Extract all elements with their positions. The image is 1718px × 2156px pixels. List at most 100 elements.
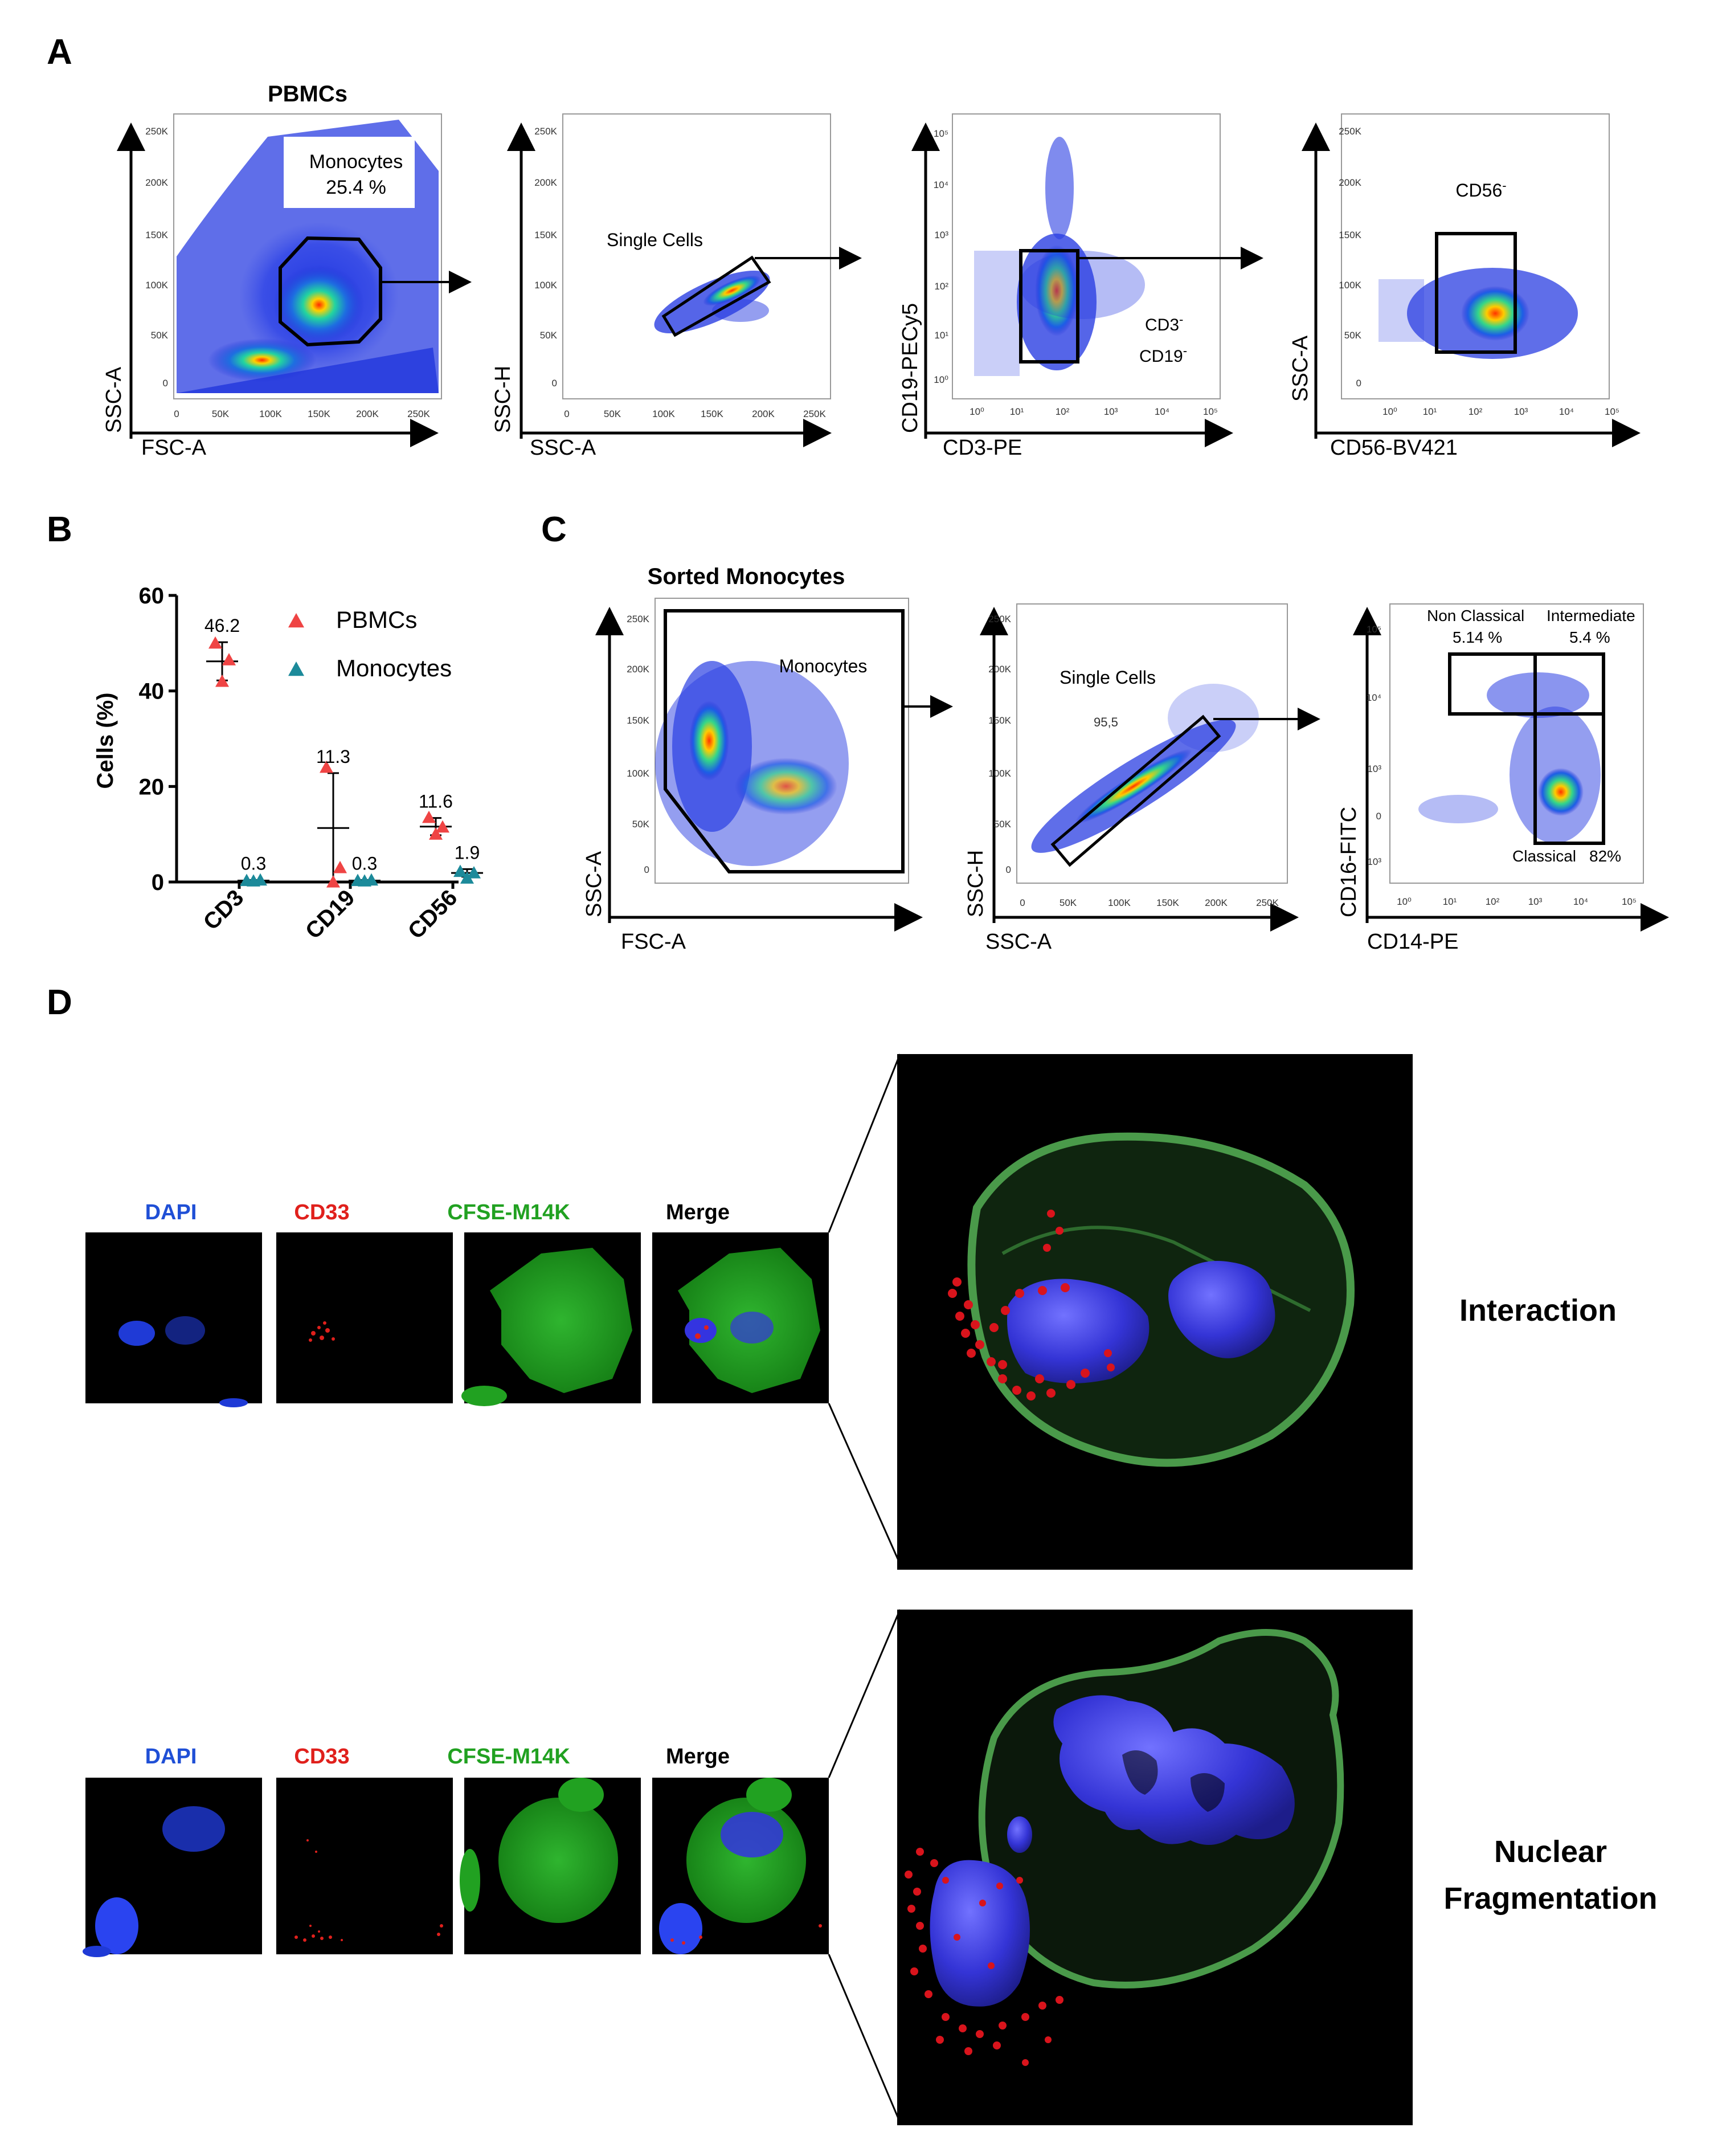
svg-text:250K: 250K [407,409,430,419]
row2-label-line2: Fragmentation [1443,1881,1657,1916]
plot-c1-yticks: 0 50K 100K 150K 200K 250K [627,614,649,875]
svg-text:150K: 150K [145,230,168,240]
svg-text:10¹: 10¹ [1423,406,1437,417]
svg-text:0: 0 [564,409,569,419]
row1-cd33-image [276,1232,453,1403]
row1-cfse-label: CFSE-M14K [447,1200,570,1224]
plot-c2-gate-value: 95,5 [1094,715,1118,729]
svg-text:150K: 150K [1156,897,1179,908]
chart-b-category-label: CD3 [199,885,249,935]
plot-c3-classical-label: Classical [1512,847,1576,865]
row1-nucleus-1 [1007,1279,1150,1383]
chart-b-data-point [467,866,481,879]
svg-text:10⁴: 10⁴ [1367,692,1381,703]
row2-cfse-label: CFSE-M14K [447,1745,570,1769]
plot-a1-ylabel: SSC-A [102,366,126,433]
row2-nucleus-main [1053,1695,1295,1845]
plot-c3-scatter [1418,672,1601,843]
panel-a-plot-3: CD3- CD19- CD3-PE CD19-PECy5 10⁰ 10¹ 10² 10… [898,113,1263,460]
chart-b-data-point [333,860,347,873]
svg-text:10⁰: 10⁰ [1397,896,1412,907]
svg-text:0: 0 [174,409,179,419]
plot-a2-ylabel: SSC-H [491,366,515,433]
chart-b-ylabel: Cells (%) [93,693,118,789]
svg-text:150K: 150K [701,409,723,419]
plot-a4-xticks: 10⁰ 10¹ 10² 10³ 10⁴ 10⁵ [1382,406,1619,417]
row1-3d-render [897,1054,1413,1570]
svg-text:10⁴: 10⁴ [1155,406,1169,417]
plot-a3-yticks: 10⁰ 10¹ 10² 10³ 10⁴ 10⁵ [934,128,949,385]
row1-zoom-line-bottom [828,1403,901,1565]
chart-b-legend-label: Monocytes [336,655,452,681]
row2-cd33-image [276,1778,453,1954]
svg-text:100K: 100K [627,768,649,779]
svg-text:10³: 10³ [1367,856,1381,867]
plot-a2-xlabel: SSC-A [530,436,596,460]
chart-b-ytick-label: 40 [139,679,165,704]
svg-text:50K: 50K [540,330,558,341]
chart-b-data-point [436,820,449,833]
panel-b-chart: Cells (%) 0 20 40 60 CD3 CD19 CD56 46.2 11.3 11… [93,583,483,944]
svg-text:200K: 200K [752,409,775,419]
plot-a2-scatter [654,271,770,333]
chart-b-data-point [453,864,467,877]
svg-text:150K: 150K [308,409,330,419]
row2-dapi-image [83,1778,262,1957]
plot-c2-yticks: 0 50K 100K 150K 200K 250K [988,614,1011,875]
chart-b-legend-marker [288,613,304,628]
row2-cd33-label: CD33 [294,1745,349,1769]
plot-c1-title: Sorted Monocytes [648,564,845,589]
plot-a1-title: PBMCs [268,81,347,107]
plot-c1-frame [655,598,909,884]
plot-a3-frame [952,113,1221,399]
svg-text:100K: 100K [259,409,282,419]
svg-text:10⁴: 10⁴ [1573,896,1588,907]
chart-b-legend-label: PBMCs [336,606,417,633]
svg-text:10⁵: 10⁵ [1203,406,1218,417]
chart-b-category-label: CD19 [301,885,359,944]
plot-a1-gate-name: Monocytes [309,151,403,173]
plot-c3-yticks: 10⁵ 10⁴ 10³ 0 10³ [1367,624,1382,867]
svg-text:250K: 250K [534,126,557,137]
row1-cd33-label: CD33 [294,1200,349,1224]
row2-zoom-line-bottom [828,1954,901,2123]
svg-text:10²: 10² [934,281,948,292]
chart-b-data-point [208,636,222,649]
row1-dapi-image [85,1232,262,1407]
row1-nucleus-2 [1168,1261,1275,1358]
svg-text:10¹: 10¹ [1010,406,1024,417]
chart-b-ytick-label: 20 [139,774,165,799]
svg-text:100K: 100K [534,280,557,291]
chart-b-ytick-label: 60 [139,583,165,609]
plot-a4-yticks: 0 50K 100K 150K 200K 250K [1339,126,1361,389]
panel-letter-c: C [541,510,567,549]
plot-c2-xlabel: SSC-A [985,930,1052,954]
svg-text:0: 0 [1006,864,1011,875]
svg-text:100K: 100K [1108,897,1131,908]
svg-text:10²: 10² [1486,896,1500,907]
plot-a1-gate-label-box [284,137,415,208]
row1-dapi-label: DAPI [145,1200,197,1224]
plot-c3-nonclassical-label: Non Classical [1427,607,1524,624]
svg-text:0: 0 [163,378,168,389]
svg-text:10⁵: 10⁵ [934,128,948,139]
plot-a4-gate-name: CD56- [1455,178,1506,201]
plot-c3-xlabel: CD14-PE [1367,930,1459,954]
svg-text:10³: 10³ [1514,406,1528,417]
svg-text:50K: 50K [1344,330,1362,341]
chart-b-legend: PBMCs Monocytes [288,606,452,681]
row2-merge-image [652,1778,829,1954]
panel-a-plot-1: PBMCs Monocytes 25.4 % FSC-A SSC-A 0 50K 1… [102,81,472,460]
row2-zoom-line-top [828,1609,901,1778]
chart-b-mean-label: 0.3 [241,854,266,874]
svg-text:100K: 100K [988,768,1011,779]
plot-c3-intermediate-label: Intermediate [1547,607,1635,624]
svg-text:10⁰: 10⁰ [1382,406,1397,417]
plot-a3-xticks: 10⁰ 10¹ 10² 10³ 10⁴ 10⁵ [970,406,1218,417]
svg-text:250K: 250K [627,614,649,624]
row2-merge-label: Merge [666,1745,730,1769]
plot-c1-ylabel: SSC-A [582,851,606,917]
chart-b-data-point [429,827,443,840]
svg-text:50K: 50K [994,819,1012,830]
svg-text:10³: 10³ [934,230,948,240]
